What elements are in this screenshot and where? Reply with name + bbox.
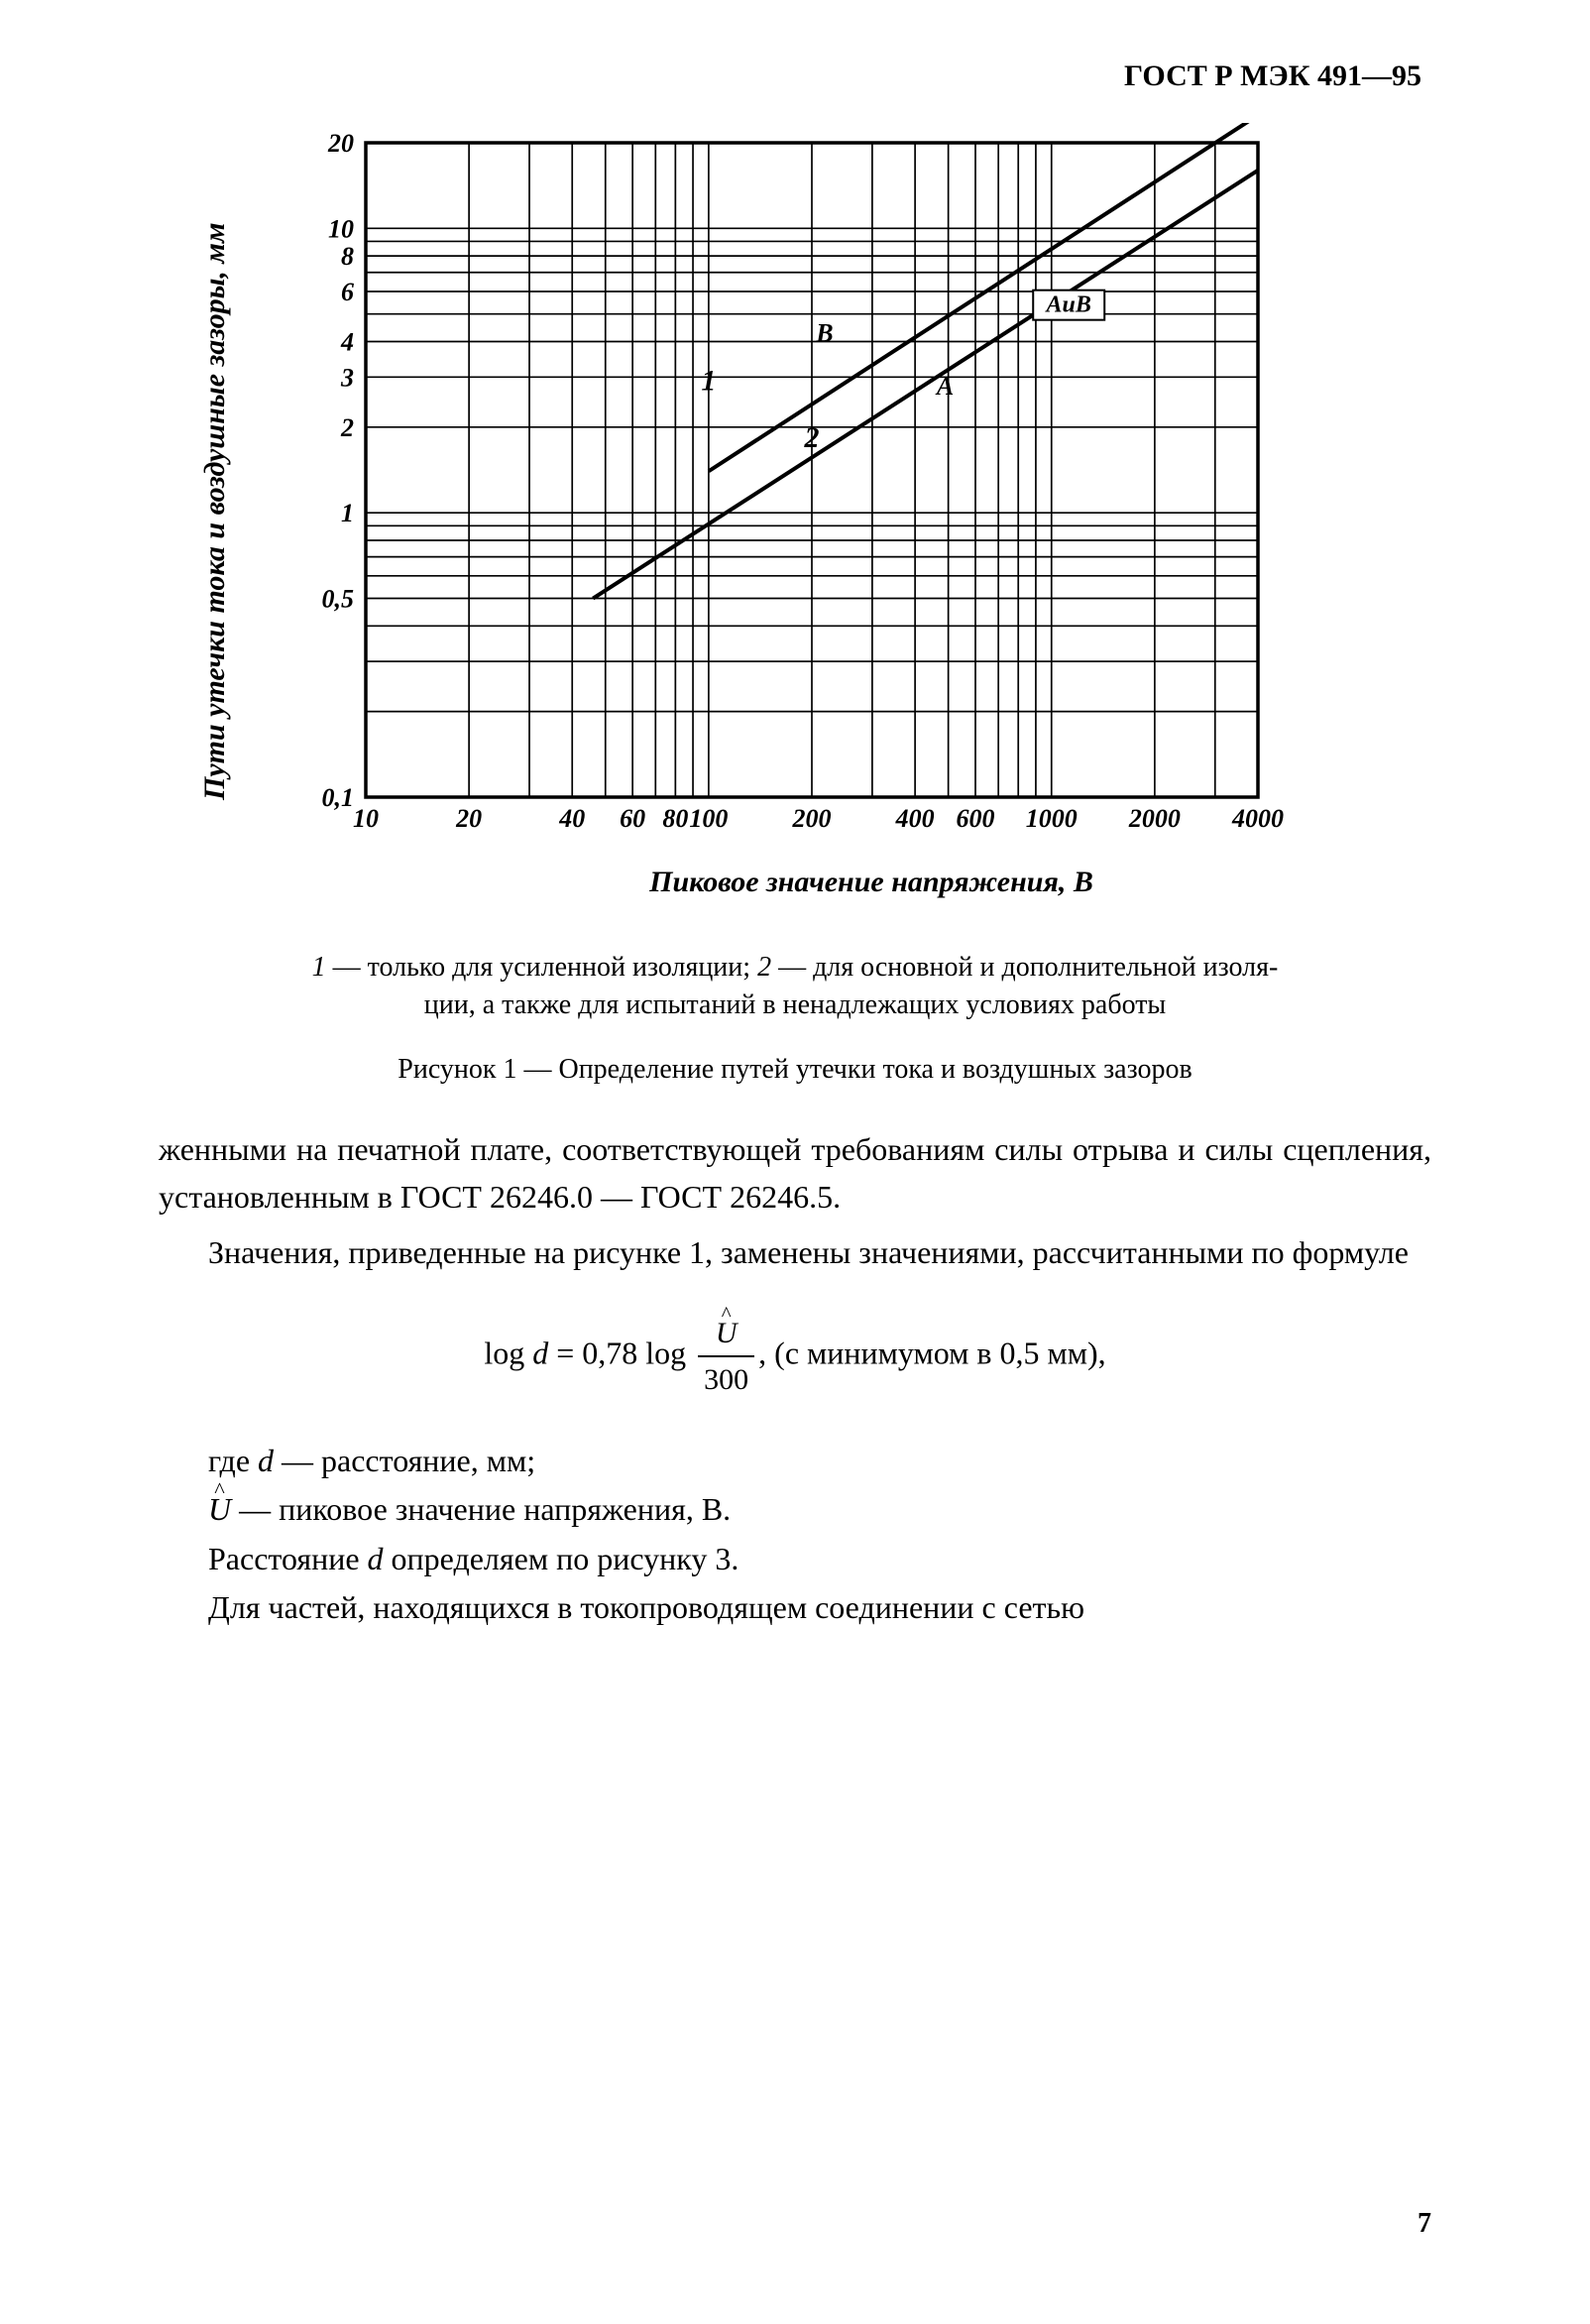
svg-text:В: В — [815, 318, 833, 347]
svg-text:20: 20 — [327, 129, 354, 158]
svg-text:4000: 4000 — [1231, 804, 1284, 833]
page-number: 7 — [1418, 2208, 1431, 2240]
where-line-2: ^U — пиковое значение напряжения, В. — [159, 1485, 1431, 1535]
figure-caption: Рисунок 1 — Определение путей утечки ток… — [159, 1054, 1431, 1086]
svg-text:А: А — [935, 372, 954, 401]
svg-text:20: 20 — [455, 804, 482, 833]
svg-text:6: 6 — [341, 278, 354, 306]
y-axis-title: Пути утечки тока и воздушные зазоры, мм — [198, 165, 232, 859]
paragraph-1: женными на печатной плате, соответствующ… — [159, 1125, 1431, 1220]
svg-text:1: 1 — [341, 499, 354, 527]
svg-text:400: 400 — [895, 804, 935, 833]
where-line-3: Расстояние d определяем по рисунку 3. — [159, 1535, 1431, 1584]
where-line-4: Для частей, находящихся в токопроводящем… — [159, 1583, 1431, 1633]
paragraph-2: Значения, приведенные на рисунке 1, заме… — [159, 1228, 1431, 1276]
svg-text:100: 100 — [689, 804, 728, 833]
figure-1-chart: Пути утечки тока и воздушные зазоры, мм … — [198, 123, 1431, 899]
svg-text:1: 1 — [701, 364, 716, 397]
svg-text:1000: 1000 — [1026, 804, 1078, 833]
svg-text:0,5: 0,5 — [322, 585, 355, 614]
svg-text:2: 2 — [803, 421, 819, 454]
svg-text:2: 2 — [340, 413, 354, 442]
svg-text:200: 200 — [791, 804, 831, 833]
figure-legend: 1 — только для усиленной изоляции; 2 — д… — [159, 949, 1431, 1024]
svg-text:3: 3 — [340, 363, 354, 392]
svg-text:40: 40 — [558, 804, 585, 833]
svg-text:10: 10 — [328, 214, 354, 243]
loglog-chart-svg: 10 20 40 60 80100 200 400 600 1000 2000 4000 0,1 0,5… — [237, 123, 1307, 857]
svg-text:10: 10 — [353, 804, 379, 833]
x-axis-title: Пиковое значение напряжения, В — [237, 866, 1307, 899]
svg-text:60: 60 — [620, 804, 645, 833]
svg-text:0,1: 0,1 — [322, 783, 355, 812]
where-line-1: где d — расстояние, мм; — [159, 1437, 1431, 1486]
svg-text:600: 600 — [957, 804, 995, 833]
body-text: женными на печатной плате, соответствующ… — [159, 1125, 1431, 1633]
svg-text:АиВ: АиВ — [1045, 292, 1091, 318]
svg-text:80: 80 — [662, 804, 688, 833]
svg-text:4: 4 — [340, 327, 354, 356]
where-block: где d — расстояние, мм; ^U — пиковое зна… — [159, 1437, 1431, 1633]
svg-text:8: 8 — [341, 242, 354, 271]
svg-text:2000: 2000 — [1128, 804, 1181, 833]
formula: log d = 0,78 log ^U 300 , (с минимумом в… — [159, 1311, 1431, 1402]
page-header: ГОСТ Р МЭК 491—95 — [159, 59, 1431, 93]
